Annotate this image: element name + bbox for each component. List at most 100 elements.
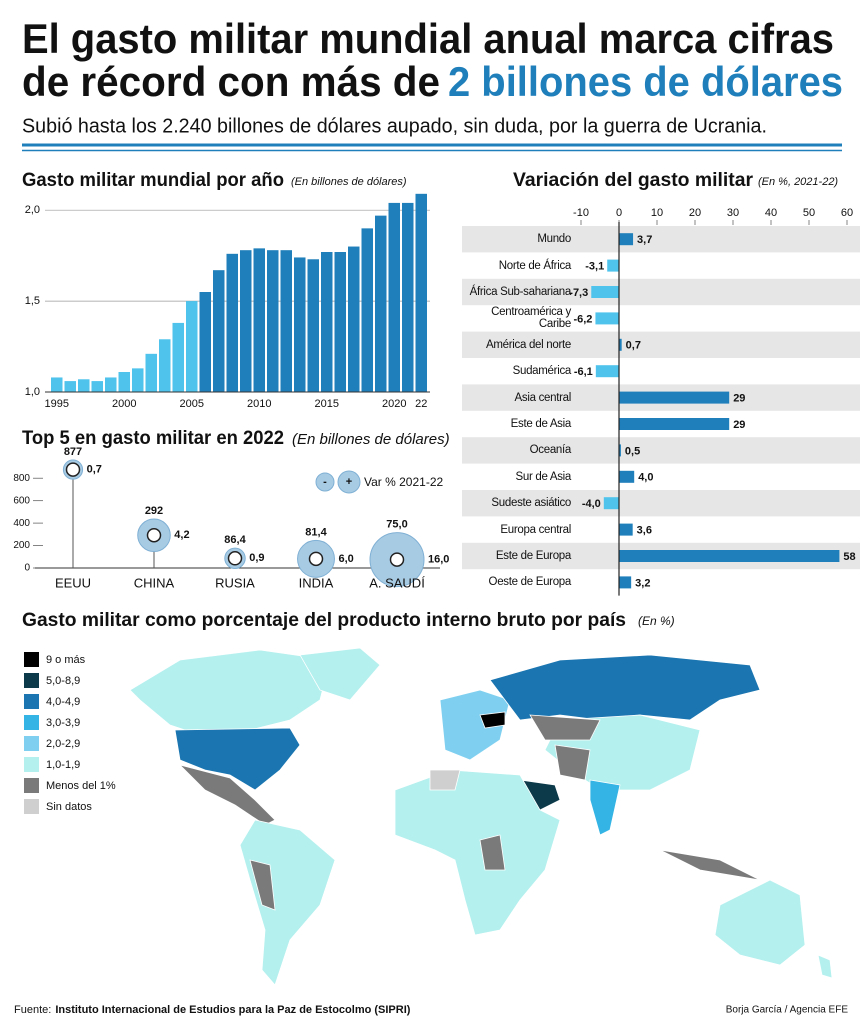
bar (619, 576, 632, 589)
bar (361, 228, 373, 392)
legend-label: 2,0-2,9 (46, 738, 80, 750)
region (439, 689, 511, 761)
bar (619, 391, 730, 404)
value-label: 292 (145, 505, 163, 517)
category-label: Este de Europa (495, 550, 571, 562)
bar (267, 250, 279, 392)
legend-swatch (24, 694, 39, 709)
x-tick-label: INDIA (299, 575, 334, 590)
y-tick-label: 1,5 (25, 295, 40, 307)
value-label: -6,2 (573, 313, 592, 325)
bar (321, 252, 333, 392)
category-label: Sudamérica (512, 365, 572, 378)
legend-symbol: + (346, 476, 352, 488)
x-tick-label: EEUU (55, 575, 91, 590)
row-band (462, 490, 860, 517)
legend-label: 4,0-4,9 (46, 696, 80, 708)
bar (51, 377, 63, 392)
legend-label: 3,0-3,9 (46, 717, 80, 729)
y-tick-label: 0 (24, 563, 30, 574)
y-tick-label: 400 (13, 518, 30, 529)
region (299, 647, 381, 701)
region (589, 779, 621, 836)
bar (226, 253, 238, 392)
subtitle: Subió hasta los 2.240 billones de dólare… (22, 115, 767, 137)
bar (619, 470, 635, 483)
value-label: 3,6 (637, 525, 652, 537)
legend-label: Sin datos (46, 801, 92, 813)
category-label: Este de Asia (510, 418, 572, 430)
flag (389, 552, 405, 567)
value-label: 877 (64, 446, 82, 458)
section-title: Gasto militar mundial por año (22, 170, 284, 191)
row-band (462, 331, 860, 358)
x-tick-label: 30 (727, 207, 739, 219)
bar (619, 523, 633, 536)
world-map (129, 647, 833, 986)
section-title: Top 5 en gasto militar en 2022 (22, 428, 284, 449)
legend-label: 1,0-1,9 (46, 759, 80, 771)
bar (603, 497, 619, 510)
value-label: 29 (733, 393, 745, 405)
legend-label: 5,0-8,9 (46, 675, 80, 687)
flag (65, 462, 81, 477)
legend-swatch (24, 778, 39, 793)
bar (213, 270, 225, 392)
size-label: 0,9 (249, 552, 264, 564)
y-tick-label: 200 (13, 540, 30, 551)
bar (595, 312, 619, 325)
bar (375, 215, 387, 392)
title: de récord con más de (22, 58, 440, 105)
category-label: Sur de Asia (515, 470, 571, 483)
x-tick-label: 20 (689, 207, 701, 219)
bar (619, 233, 634, 246)
region (817, 954, 833, 979)
category-label: África Sub-sahariana (469, 286, 572, 298)
value-label: 4,0 (638, 472, 653, 484)
value-label: -7,3 (569, 287, 588, 299)
category-label: Norte de África (498, 259, 572, 272)
region (659, 849, 761, 881)
legend-swatch (24, 652, 39, 667)
x-tick-label: 2015 (315, 398, 339, 410)
bar (619, 444, 621, 457)
title: El gasto militar mundial anual marca cif… (22, 15, 834, 62)
region (239, 819, 336, 986)
title-highlight: 2 billones de dólares (448, 58, 843, 105)
y-tick-label: 2,0 (25, 204, 40, 216)
category-label: Oeste de Europa (488, 576, 572, 589)
value-label: 86,4 (224, 534, 246, 546)
bar (595, 365, 619, 378)
legend-swatch (24, 715, 39, 730)
bar (78, 379, 90, 392)
bar (132, 368, 144, 392)
region (489, 654, 761, 721)
region (178, 764, 276, 826)
x-tick-label: 2020 (382, 398, 406, 410)
legend-swatch (24, 736, 39, 751)
row-band (462, 278, 860, 306)
bar (388, 202, 400, 392)
bar (334, 252, 346, 392)
value-label: -3,1 (585, 261, 604, 273)
legend-bubble (337, 470, 361, 494)
footer-source: Fuente: Instituto Internacional de Estudi… (14, 1004, 411, 1016)
x-tick-label: RUSIA (215, 575, 255, 590)
bar (159, 339, 171, 392)
bar (186, 301, 198, 392)
region (479, 711, 506, 729)
y-tick-label: 1,0 (25, 386, 40, 398)
credit: Borja García / Agencia EFE (726, 1005, 849, 1016)
bar (105, 377, 117, 392)
category-label: Centroamérica y Caribe (491, 306, 571, 331)
value-label: -6,1 (574, 366, 593, 378)
legend-symbol: - (323, 476, 327, 488)
bar (294, 257, 306, 392)
row-band (462, 437, 860, 464)
section-subtitle: (En billones de dólares) (291, 176, 407, 188)
bar (348, 246, 360, 392)
bar (619, 418, 730, 430)
legend-swatch (24, 757, 39, 772)
bar (402, 202, 414, 392)
